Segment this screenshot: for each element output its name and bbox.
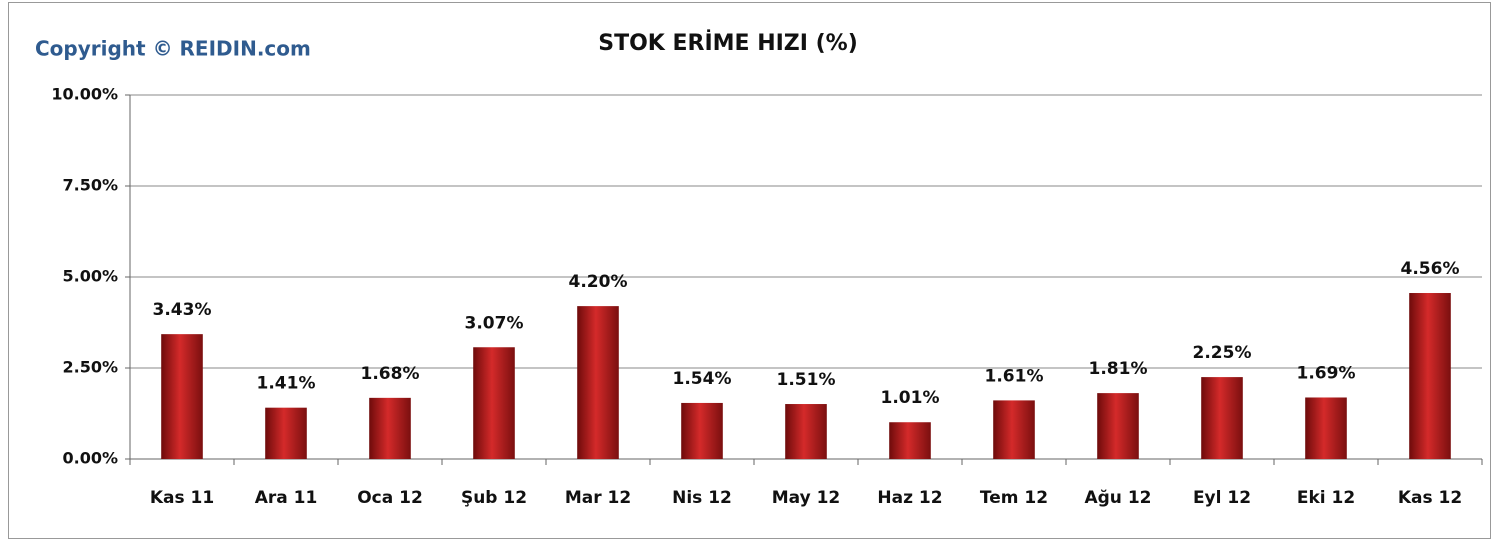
value-label: 1.61% xyxy=(985,366,1044,386)
x-tick-label: Tem 12 xyxy=(980,488,1048,508)
x-tick-label: Eyl 12 xyxy=(1193,488,1251,508)
value-label: 1.01% xyxy=(881,388,940,408)
value-label: 1.51% xyxy=(777,370,836,390)
value-label: 1.41% xyxy=(257,374,316,394)
y-tick-label: 0.00% xyxy=(62,449,118,468)
bar xyxy=(161,334,203,459)
value-label: 1.54% xyxy=(673,369,732,389)
y-tick-label: 7.50% xyxy=(62,176,118,195)
value-label: 4.56% xyxy=(1401,259,1460,279)
bar xyxy=(369,397,411,459)
value-label: 4.20% xyxy=(569,272,628,292)
bar xyxy=(681,402,723,459)
value-label: 1.81% xyxy=(1089,359,1148,379)
x-tick-label: Mar 12 xyxy=(565,488,631,508)
bar xyxy=(1201,377,1243,459)
value-label: 3.43% xyxy=(153,300,212,320)
x-tick-label: Ara 11 xyxy=(255,488,318,508)
bar xyxy=(785,404,827,459)
copyright: Copyright © REIDIN.com xyxy=(35,37,311,61)
x-tick-label: Kas 11 xyxy=(150,488,214,508)
bar xyxy=(577,306,619,459)
value-label: 1.69% xyxy=(1297,363,1356,383)
chart-title: STOK ERİME HIZI (%) xyxy=(598,30,858,56)
x-tick-label: Oca 12 xyxy=(357,488,423,508)
y-tick-label: 5.00% xyxy=(62,267,118,286)
x-tick-label: Eki 12 xyxy=(1297,488,1355,508)
bar xyxy=(1097,393,1139,459)
x-tick-label: May 12 xyxy=(772,488,841,508)
bar xyxy=(993,400,1035,459)
bar xyxy=(1409,293,1451,459)
value-label: 3.07% xyxy=(465,313,524,333)
bar xyxy=(473,347,515,459)
chart-border xyxy=(8,2,1491,539)
x-tick-label: Nis 12 xyxy=(672,488,732,508)
bar xyxy=(1305,397,1347,459)
bar xyxy=(889,422,931,459)
x-tick-label: Şub 12 xyxy=(461,488,527,508)
y-tick-label: 2.50% xyxy=(62,358,118,377)
value-label: 2.25% xyxy=(1193,343,1252,363)
bar xyxy=(265,407,307,459)
value-label: 1.68% xyxy=(361,364,420,384)
x-tick-label: Ağu 12 xyxy=(1084,488,1151,508)
y-tick-label: 10.00% xyxy=(51,85,118,104)
x-tick-label: Kas 12 xyxy=(1398,488,1462,508)
x-tick-label: Haz 12 xyxy=(877,488,942,508)
